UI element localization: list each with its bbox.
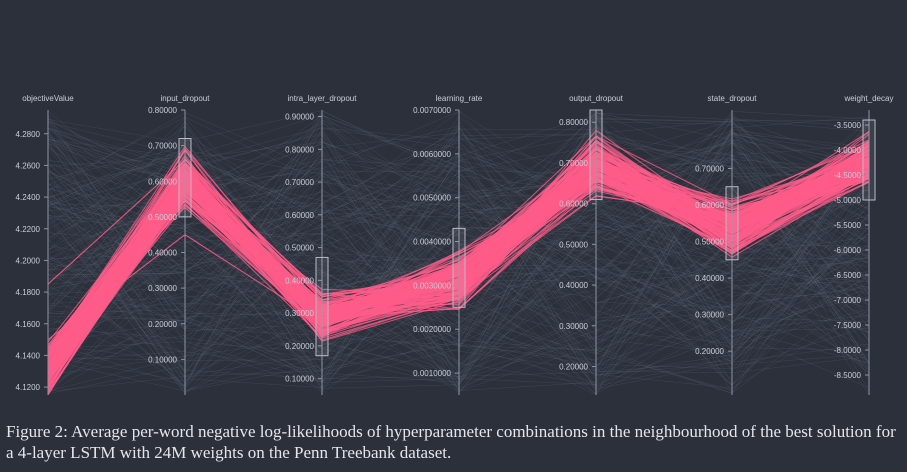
tick-label: 0.0060000 xyxy=(413,150,451,159)
axis-title: objectiveValue xyxy=(22,94,74,103)
tick-label: 0.0010000 xyxy=(413,369,451,378)
tick-label: 0.60000 xyxy=(695,201,724,210)
tick-label: 0.0070000 xyxy=(413,106,451,115)
tick-label: 4.1600 xyxy=(16,320,41,329)
tick-label: 0.20000 xyxy=(148,320,177,329)
tick-label: 0.10000 xyxy=(148,355,177,364)
tick-label: 0.20000 xyxy=(285,342,314,351)
tick-label: 0.60000 xyxy=(559,200,588,209)
tick-label: 0.30000 xyxy=(148,284,177,293)
tick-label: 0.0030000 xyxy=(413,281,451,290)
tick-label: 4.1200 xyxy=(16,383,41,392)
axis-title: weight_decay xyxy=(844,94,894,103)
tick-label: 0.0050000 xyxy=(413,194,451,203)
tick-label: 0.30000 xyxy=(285,309,314,318)
axis-brush[interactable] xyxy=(452,227,466,308)
tick-label: 0.10000 xyxy=(285,375,314,384)
tick-label: -3.5000 xyxy=(834,121,862,130)
tick-label: 0.0020000 xyxy=(413,325,451,334)
axis-title: learning_rate xyxy=(436,94,483,103)
axis-title: output_dropout xyxy=(569,94,624,103)
tick-label: -6.0000 xyxy=(834,246,862,255)
tick-label: 0.40000 xyxy=(148,249,177,258)
tick-label: 4.1800 xyxy=(16,288,41,297)
tick-label: 0.40000 xyxy=(559,281,588,290)
axis-brush[interactable] xyxy=(589,109,603,201)
tick-label: -6.5000 xyxy=(834,271,862,280)
tick-label: 0.50000 xyxy=(285,244,314,253)
tick-label: 0.60000 xyxy=(148,177,177,186)
tick-label: 0.70000 xyxy=(559,159,588,168)
axis-objectiveValue: objectiveValue 4.2800 4.2600 4.2400 4.2200 4.… xyxy=(16,94,74,395)
tick-label: 0.40000 xyxy=(695,274,724,283)
axis-title: input_dropout xyxy=(161,94,211,103)
tick-label: 0.70000 xyxy=(148,142,177,151)
tick-label: -5.0000 xyxy=(834,196,862,205)
tick-label: 0.80000 xyxy=(559,118,588,127)
tick-label: 0.70000 xyxy=(285,178,314,187)
tick-label: 0.20000 xyxy=(559,363,588,372)
tick-label: 0.70000 xyxy=(695,164,724,173)
tick-label: 0.30000 xyxy=(559,322,588,331)
figure-caption: Figure 2: Average per-word negative log-… xyxy=(6,422,896,462)
tick-label: -8.0000 xyxy=(834,346,862,355)
tick-label: -7.5000 xyxy=(834,321,862,330)
tick-label: 0.50000 xyxy=(559,240,588,249)
axis-brush[interactable] xyxy=(725,186,739,261)
tick-label: -4.0000 xyxy=(834,146,862,155)
tick-label: 4.1400 xyxy=(16,351,41,360)
tick-label: 4.2600 xyxy=(16,161,41,170)
axis-input-dropout: input_dropout 0.80000 0.70000 0.60000 0.5000… xyxy=(148,94,210,395)
tick-label: 4.2000 xyxy=(16,256,41,265)
tick-label: -5.5000 xyxy=(834,221,862,230)
tick-label: 4.2400 xyxy=(16,193,41,202)
tick-label: 0.50000 xyxy=(148,213,177,222)
tick-label: 4.2200 xyxy=(16,225,41,234)
tick-label: 0.30000 xyxy=(695,311,724,320)
axis-brush[interactable] xyxy=(315,256,329,357)
tick-label: 0.90000 xyxy=(285,113,314,122)
tick-label: 0.50000 xyxy=(695,238,724,247)
tick-label: 0.80000 xyxy=(148,106,177,115)
tick-label: -4.5000 xyxy=(834,171,862,180)
parallel-coordinates-chart: objectiveValue 4.2800 4.2600 4.2400 4.2200 4.… xyxy=(16,94,894,396)
tick-label: 0.20000 xyxy=(695,347,724,356)
tick-label: 0.0040000 xyxy=(413,238,451,247)
axis-title: state_dropout xyxy=(708,94,758,103)
axis-intra-layer-dropout: intra_layer_dropout 0.90000 0.80000 0.70000… xyxy=(285,94,357,395)
tick-label: 0.60000 xyxy=(285,211,314,220)
axis-state-dropout: state_dropout 0.70000 0.60000 0.50000 0.4000… xyxy=(695,94,757,395)
axis-output-dropout: output_dropout 0.80000 0.70000 0.60000 0.500… xyxy=(559,94,624,395)
tick-label: -7.0000 xyxy=(834,296,862,305)
tick-label: 0.80000 xyxy=(285,145,314,154)
tick-label: -8.5000 xyxy=(834,371,862,380)
axis-brush[interactable] xyxy=(862,119,876,201)
tick-label: 4.2800 xyxy=(16,130,41,139)
axis-learning-rate: learning_rate 0.0070000 0.0060000 0.0050000… xyxy=(413,94,483,395)
axis-weight-decay: weight_decay -3.5000 -4.0000 -4.5000 -5.0000… xyxy=(834,94,894,395)
axis-brush[interactable] xyxy=(178,138,192,218)
axis-title: intra_layer_dropout xyxy=(288,94,358,103)
tick-label: 0.40000 xyxy=(285,276,314,285)
